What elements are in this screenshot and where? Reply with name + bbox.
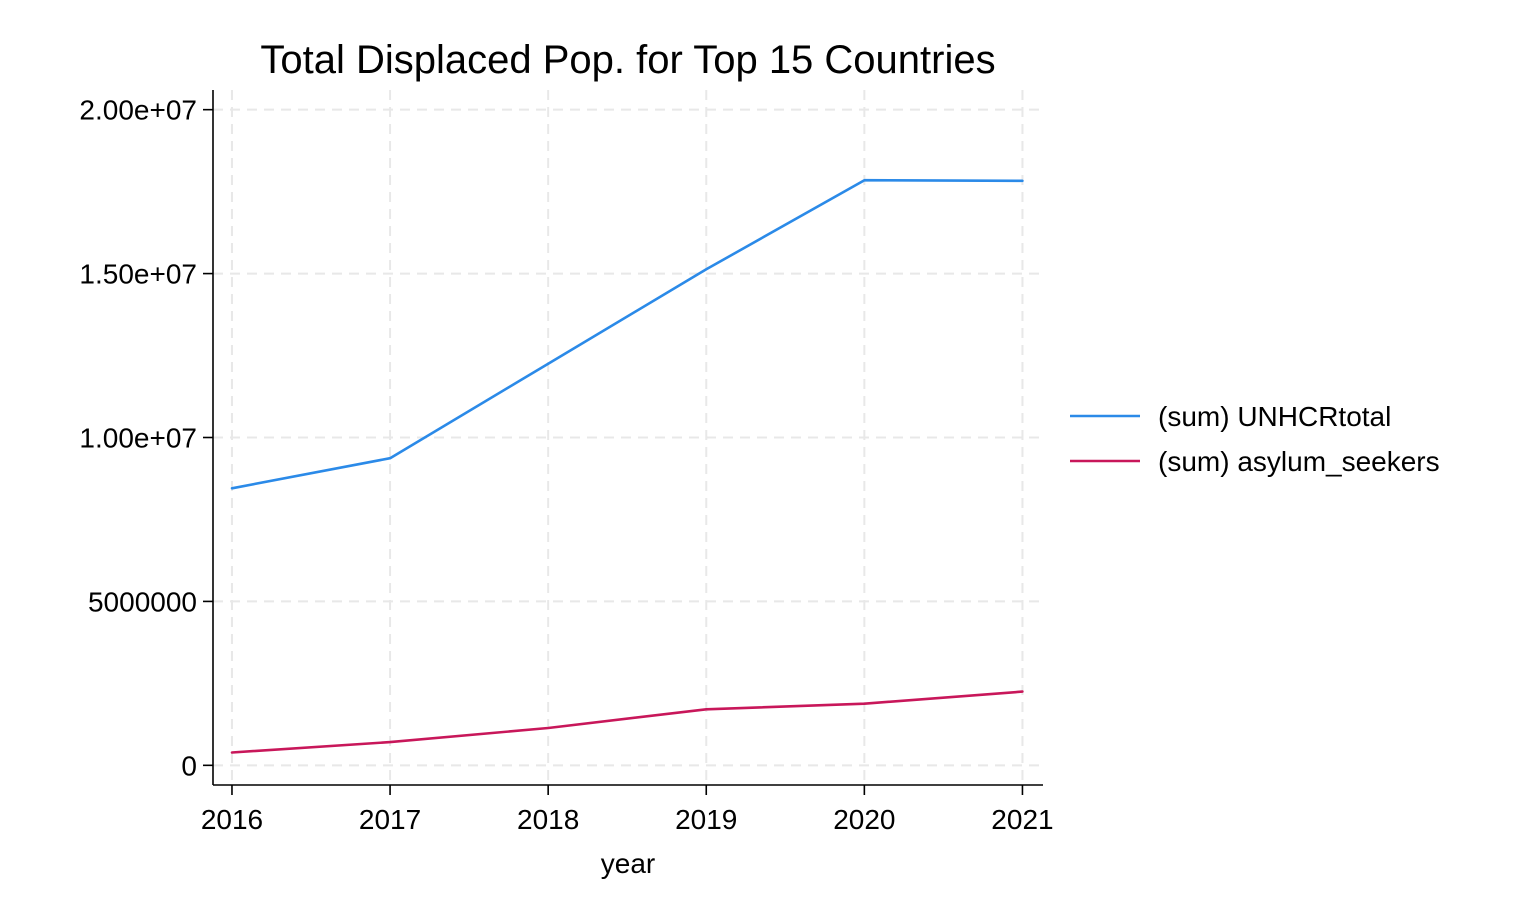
- x-tick-label: 2020: [833, 804, 895, 835]
- grid-lines: [213, 90, 1043, 785]
- y-tick-label: 1.50e+07: [79, 259, 197, 290]
- x-tick-label: 2021: [991, 804, 1053, 835]
- y-tick-label: 1.00e+07: [79, 423, 197, 454]
- y-tick-label: 0: [181, 750, 197, 781]
- x-tick-label: 2017: [359, 804, 421, 835]
- series-lines: [230, 178, 1024, 754]
- x-tick-label: 2018: [517, 804, 579, 835]
- x-tick-label: 2019: [675, 804, 737, 835]
- y-tick-label: 5000000: [88, 586, 197, 617]
- series-line-1: [230, 178, 1024, 490]
- legend-label-1: (sum) UNHCRtotal: [1158, 401, 1391, 432]
- chart-title: Total Displaced Pop. for Top 15 Countrie…: [260, 38, 995, 82]
- legend-label-2: (sum) asylum_seekers: [1158, 446, 1440, 477]
- x-axis-label: year: [601, 848, 655, 879]
- x-tick-label: 2016: [201, 804, 263, 835]
- legend: (sum) UNHCRtotal (sum) asylum_seekers: [1070, 401, 1440, 477]
- y-tick-label: 2.00e+07: [79, 95, 197, 126]
- tick-labels: 0 5000000 1.00e+07 1.50e+07 2.00e+07 2016 2017…: [79, 95, 1053, 835]
- axes: [203, 90, 1043, 795]
- series-line-2: [230, 690, 1024, 754]
